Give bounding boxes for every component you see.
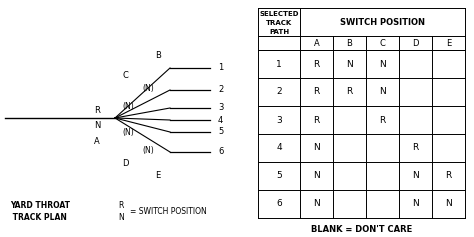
- Text: PATH: PATH: [269, 29, 289, 35]
- Text: C: C: [380, 38, 385, 47]
- Text: R: R: [118, 201, 123, 210]
- Text: 1: 1: [276, 59, 282, 68]
- Text: N: N: [94, 122, 100, 131]
- Text: (N): (N): [122, 101, 134, 110]
- Text: N: N: [313, 143, 320, 152]
- Text: R: R: [313, 115, 319, 124]
- Text: B: B: [155, 50, 161, 59]
- Text: N: N: [379, 59, 386, 68]
- Text: N: N: [313, 172, 320, 181]
- Text: SELECTED: SELECTED: [259, 11, 299, 17]
- Text: R: R: [412, 143, 419, 152]
- Text: C: C: [122, 70, 128, 79]
- Text: A: A: [94, 137, 100, 146]
- Text: BLANK = DON'T CARE: BLANK = DON'T CARE: [311, 225, 412, 234]
- Text: R: R: [446, 172, 452, 181]
- Text: SWITCH POSITION: SWITCH POSITION: [340, 18, 425, 27]
- Text: R: R: [379, 115, 386, 124]
- Text: R: R: [94, 105, 100, 114]
- Text: B: B: [346, 38, 353, 47]
- Text: YARD THROAT: YARD THROAT: [10, 201, 70, 210]
- Text: N: N: [118, 214, 124, 223]
- Text: 3: 3: [218, 104, 223, 113]
- Text: TRACK PLAN: TRACK PLAN: [10, 214, 67, 223]
- Text: 4: 4: [276, 143, 282, 152]
- Text: (N): (N): [142, 146, 154, 155]
- Text: D: D: [412, 38, 419, 47]
- Text: (N): (N): [122, 128, 134, 137]
- Text: 5: 5: [276, 172, 282, 181]
- Text: 1: 1: [218, 64, 223, 73]
- Text: N: N: [412, 200, 419, 209]
- Text: A: A: [314, 38, 319, 47]
- Text: E: E: [446, 38, 451, 47]
- Text: D: D: [122, 159, 128, 168]
- Text: N: N: [445, 200, 452, 209]
- Text: (N): (N): [142, 83, 154, 92]
- Text: 3: 3: [276, 115, 282, 124]
- Text: R: R: [346, 87, 353, 96]
- Text: 2: 2: [218, 86, 223, 95]
- Text: N: N: [346, 59, 353, 68]
- Text: 6: 6: [218, 147, 223, 156]
- Text: R: R: [313, 59, 319, 68]
- Text: N: N: [412, 172, 419, 181]
- Text: 5: 5: [218, 128, 223, 137]
- Text: = SWITCH POSITION: = SWITCH POSITION: [130, 206, 207, 215]
- Text: 2: 2: [276, 87, 282, 96]
- Text: TRACK: TRACK: [266, 20, 292, 26]
- Text: 4: 4: [218, 115, 223, 124]
- Text: N: N: [313, 200, 320, 209]
- Text: E: E: [155, 172, 161, 181]
- Text: R: R: [313, 87, 319, 96]
- Text: N: N: [379, 87, 386, 96]
- Text: 6: 6: [276, 200, 282, 209]
